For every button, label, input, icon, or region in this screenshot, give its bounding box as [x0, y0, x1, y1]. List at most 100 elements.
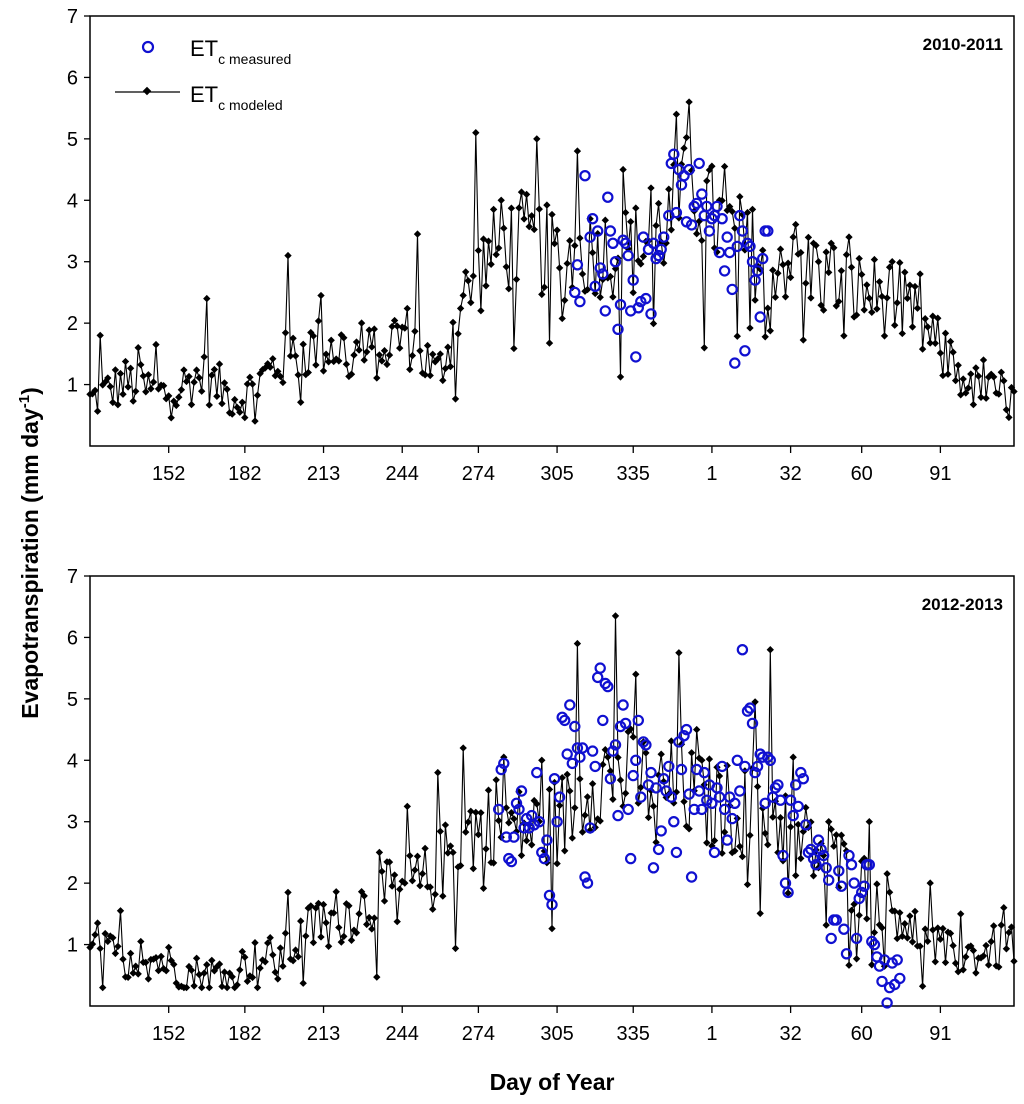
measured-point [652, 843, 665, 856]
measured-point [739, 760, 751, 773]
measured-point [838, 923, 850, 935]
modeled-point [124, 383, 132, 391]
modeled-point [675, 649, 683, 657]
measured-point [673, 163, 685, 176]
modeled-point [144, 371, 153, 379]
x-tick-label: 274 [462, 463, 495, 485]
modeled-point [990, 373, 998, 381]
measured-point [668, 816, 680, 828]
measured-point [640, 739, 652, 751]
modeled-point [766, 327, 774, 335]
measured-point [734, 209, 746, 222]
modeled-point [126, 949, 135, 958]
modeled-point [380, 347, 389, 355]
modeled-point [355, 910, 363, 918]
measured-point [663, 760, 675, 773]
modeled-point [769, 266, 777, 274]
modeled-point [429, 905, 437, 913]
measured-point [718, 803, 731, 816]
modeled-point [294, 371, 302, 379]
measured-point [721, 834, 733, 846]
modeled-point [436, 827, 444, 836]
modeled-point [931, 958, 939, 966]
modeled-point [588, 780, 597, 788]
modeled-point [916, 270, 924, 278]
modeled-point [632, 204, 640, 212]
modeled-point [368, 343, 376, 351]
modeled-point [510, 344, 518, 353]
modeled-point [492, 776, 500, 784]
modeled-point [137, 937, 145, 946]
modeled-point [738, 852, 747, 861]
measured-point [548, 773, 561, 785]
modeled-point [860, 306, 868, 314]
modeled-point [198, 387, 206, 395]
measured-point [726, 812, 738, 825]
modeled-point [972, 969, 980, 977]
measured-point [569, 720, 581, 733]
modeled-point [921, 925, 929, 933]
modeled-point [370, 325, 378, 333]
modeled-point [789, 233, 797, 241]
measured-point [571, 259, 584, 271]
modeled-point [710, 836, 719, 845]
axis-ticks: 1 2 3 4 5 6 7 152 182 213 244 274 305 335 1 32 60 91 [67, 566, 952, 1045]
modeled-point [533, 800, 541, 808]
measured-point [754, 311, 766, 323]
modeled-point [291, 352, 300, 360]
measured-point [691, 197, 703, 210]
modeled-point [208, 956, 216, 965]
modeled-point [786, 273, 795, 282]
modeled-point [995, 390, 1003, 398]
modeled-point [746, 324, 754, 332]
modeled-point [352, 338, 361, 346]
modeled-point [703, 839, 711, 847]
modeled-point [720, 828, 729, 836]
modeled-point [794, 820, 802, 829]
modeled-point [198, 983, 206, 992]
modeled-point [830, 842, 838, 850]
modeled-point [139, 372, 147, 380]
measured-point [721, 231, 733, 243]
x-tick-label: 91 [929, 463, 951, 485]
modeled-point [743, 880, 752, 889]
measured-series [569, 148, 774, 369]
modeled-point [753, 782, 762, 791]
modeled-point [578, 270, 587, 278]
modeled-point [495, 244, 503, 252]
modeled-point [314, 317, 323, 325]
modeled-point [408, 351, 417, 360]
measured-point [655, 825, 667, 837]
modeled-point [218, 399, 226, 408]
modeled-point [243, 977, 252, 985]
modeled-point [878, 292, 886, 301]
modeled-point [406, 365, 414, 374]
modeled-point [314, 899, 323, 908]
modeled-point [995, 963, 1003, 971]
modeled-point [563, 259, 571, 268]
measured-point [759, 797, 771, 810]
x-tick-label: 182 [228, 463, 261, 485]
measured-point [569, 286, 581, 299]
modeled-point [855, 911, 863, 919]
measured-point [751, 760, 764, 773]
modeled-point [771, 293, 780, 301]
modeled-point [203, 294, 211, 303]
modeled-point [152, 340, 160, 349]
modeled-point [951, 959, 960, 967]
modeled-point [680, 144, 688, 152]
modeled-point [388, 882, 396, 890]
modeled-point [873, 880, 881, 888]
measured-point [678, 730, 690, 742]
x-tick-label: 244 [386, 1023, 419, 1045]
modeled-point [939, 371, 947, 380]
measured-point [579, 169, 591, 182]
measured-point [711, 200, 723, 213]
modeled-point [962, 953, 970, 961]
modeled-point [990, 922, 998, 930]
modeled-point [784, 259, 792, 267]
x-tick-label: 32 [779, 1023, 801, 1045]
modeled-point [312, 361, 320, 369]
modeled-point [152, 954, 160, 962]
modeled-point [652, 221, 660, 230]
